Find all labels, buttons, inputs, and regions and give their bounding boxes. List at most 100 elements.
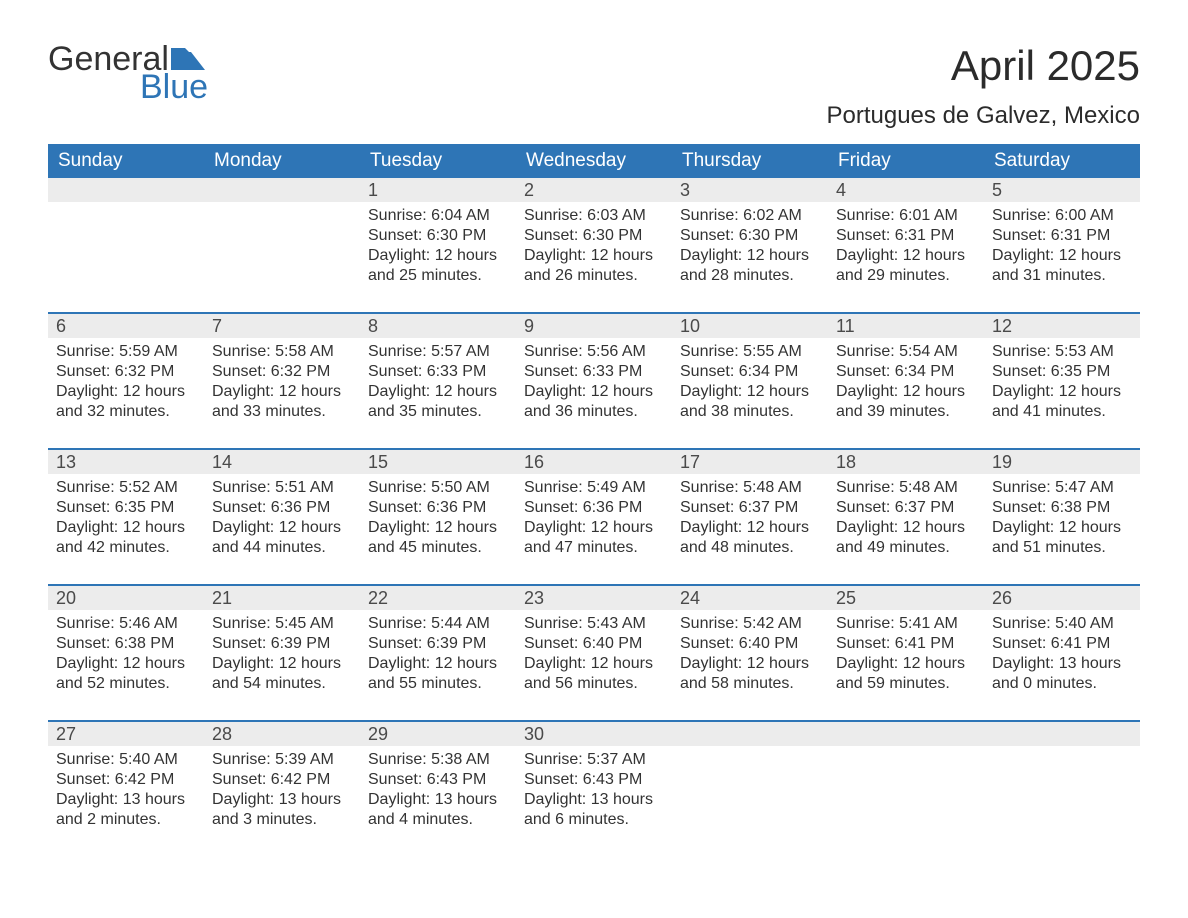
sunset-line: Sunset: 6:37 PM [836,498,976,518]
calendar-day: 2Sunrise: 6:03 AMSunset: 6:30 PMDaylight… [516,178,672,296]
day-details: Sunrise: 5:40 AMSunset: 6:41 PMDaylight:… [984,610,1140,698]
calendar-day: 19Sunrise: 5:47 AMSunset: 6:38 PMDayligh… [984,450,1140,568]
day-number: 19 [984,450,1140,474]
daylight-line: Daylight: 12 hours and 54 minutes. [212,654,352,694]
sunrise-line: Sunrise: 6:03 AM [524,206,664,226]
header: General Blue April 2025 Portugues de Gal… [48,42,1140,130]
sunset-line: Sunset: 6:40 PM [680,634,820,654]
daylight-line: Daylight: 13 hours and 6 minutes. [524,790,664,830]
calendar-day: 26Sunrise: 5:40 AMSunset: 6:41 PMDayligh… [984,586,1140,704]
weekday-header: Wednesday [516,144,672,178]
day-number: 21 [204,586,360,610]
day-details: Sunrise: 5:50 AMSunset: 6:36 PMDaylight:… [360,474,516,562]
calendar-day: 20Sunrise: 5:46 AMSunset: 6:38 PMDayligh… [48,586,204,704]
sunrise-line: Sunrise: 6:00 AM [992,206,1132,226]
day-details: Sunrise: 5:38 AMSunset: 6:43 PMDaylight:… [360,746,516,834]
sunrise-line: Sunrise: 5:57 AM [368,342,508,362]
sunset-line: Sunset: 6:31 PM [992,226,1132,246]
day-details: Sunrise: 5:37 AMSunset: 6:43 PMDaylight:… [516,746,672,834]
day-details: Sunrise: 5:57 AMSunset: 6:33 PMDaylight:… [360,338,516,426]
sunset-line: Sunset: 6:32 PM [212,362,352,382]
day-details: Sunrise: 5:55 AMSunset: 6:34 PMDaylight:… [672,338,828,426]
sunrise-line: Sunrise: 5:59 AM [56,342,196,362]
day-number: 30 [516,722,672,746]
location-label: Portugues de Galvez, Mexico [827,102,1141,130]
daylight-line: Daylight: 13 hours and 2 minutes. [56,790,196,830]
day-number: 25 [828,586,984,610]
day-number: 27 [48,722,204,746]
day-number: 6 [48,314,204,338]
calendar-week: 13Sunrise: 5:52 AMSunset: 6:35 PMDayligh… [48,448,1140,568]
day-number: 12 [984,314,1140,338]
calendar-day: 5Sunrise: 6:00 AMSunset: 6:31 PMDaylight… [984,178,1140,296]
day-details: Sunrise: 5:46 AMSunset: 6:38 PMDaylight:… [48,610,204,698]
day-number: 5 [984,178,1140,202]
daylight-line: Daylight: 12 hours and 58 minutes. [680,654,820,694]
daylight-line: Daylight: 12 hours and 35 minutes. [368,382,508,422]
calendar-day: 28Sunrise: 5:39 AMSunset: 6:42 PMDayligh… [204,722,360,840]
daylight-line: Daylight: 12 hours and 39 minutes. [836,382,976,422]
sunrise-line: Sunrise: 5:47 AM [992,478,1132,498]
sunrise-line: Sunrise: 5:37 AM [524,750,664,770]
day-number: 22 [360,586,516,610]
sunrise-line: Sunrise: 5:40 AM [56,750,196,770]
calendar-day: 22Sunrise: 5:44 AMSunset: 6:39 PMDayligh… [360,586,516,704]
day-details: Sunrise: 6:02 AMSunset: 6:30 PMDaylight:… [672,202,828,290]
calendar-day: 23Sunrise: 5:43 AMSunset: 6:40 PMDayligh… [516,586,672,704]
daylight-line: Daylight: 12 hours and 44 minutes. [212,518,352,558]
sunrise-line: Sunrise: 5:53 AM [992,342,1132,362]
sunrise-line: Sunrise: 5:45 AM [212,614,352,634]
sunrise-line: Sunrise: 6:01 AM [836,206,976,226]
daylight-line: Daylight: 13 hours and 0 minutes. [992,654,1132,694]
sunset-line: Sunset: 6:32 PM [56,362,196,382]
weekday-header: Sunday [48,144,204,178]
calendar-day: 3Sunrise: 6:02 AMSunset: 6:30 PMDaylight… [672,178,828,296]
calendar-day: 17Sunrise: 5:48 AMSunset: 6:37 PMDayligh… [672,450,828,568]
day-number: 1 [360,178,516,202]
calendar-day: 29Sunrise: 5:38 AMSunset: 6:43 PMDayligh… [360,722,516,840]
calendar-day: 7Sunrise: 5:58 AMSunset: 6:32 PMDaylight… [204,314,360,432]
day-details: Sunrise: 5:43 AMSunset: 6:40 PMDaylight:… [516,610,672,698]
sunset-line: Sunset: 6:42 PM [212,770,352,790]
sunset-line: Sunset: 6:38 PM [992,498,1132,518]
day-number: 26 [984,586,1140,610]
calendar-day: 30Sunrise: 5:37 AMSunset: 6:43 PMDayligh… [516,722,672,840]
sunrise-line: Sunrise: 6:02 AM [680,206,820,226]
daylight-line: Daylight: 12 hours and 41 minutes. [992,382,1132,422]
sunset-line: Sunset: 6:30 PM [524,226,664,246]
sunrise-line: Sunrise: 5:43 AM [524,614,664,634]
calendar-day: 15Sunrise: 5:50 AMSunset: 6:36 PMDayligh… [360,450,516,568]
day-number [828,722,984,746]
day-number: 2 [516,178,672,202]
calendar-day: 12Sunrise: 5:53 AMSunset: 6:35 PMDayligh… [984,314,1140,432]
sunset-line: Sunset: 6:41 PM [992,634,1132,654]
sunrise-line: Sunrise: 5:58 AM [212,342,352,362]
daylight-line: Daylight: 12 hours and 51 minutes. [992,518,1132,558]
day-details: Sunrise: 5:54 AMSunset: 6:34 PMDaylight:… [828,338,984,426]
sunset-line: Sunset: 6:33 PM [524,362,664,382]
daylight-line: Daylight: 12 hours and 36 minutes. [524,382,664,422]
day-number: 7 [204,314,360,338]
sunset-line: Sunset: 6:35 PM [992,362,1132,382]
day-number: 24 [672,586,828,610]
sunrise-line: Sunrise: 5:42 AM [680,614,820,634]
day-number: 8 [360,314,516,338]
day-number: 13 [48,450,204,474]
daylight-line: Daylight: 12 hours and 29 minutes. [836,246,976,286]
day-number: 10 [672,314,828,338]
weekday-header-row: Sunday Monday Tuesday Wednesday Thursday… [48,144,1140,178]
day-details [984,746,1140,754]
sunrise-line: Sunrise: 5:55 AM [680,342,820,362]
day-details: Sunrise: 5:44 AMSunset: 6:39 PMDaylight:… [360,610,516,698]
month-title: April 2025 [827,42,1141,90]
sunrise-line: Sunrise: 5:51 AM [212,478,352,498]
day-details: Sunrise: 5:53 AMSunset: 6:35 PMDaylight:… [984,338,1140,426]
sunrise-line: Sunrise: 5:48 AM [680,478,820,498]
day-details [48,202,204,210]
day-number: 28 [204,722,360,746]
daylight-line: Daylight: 12 hours and 55 minutes. [368,654,508,694]
sunset-line: Sunset: 6:39 PM [212,634,352,654]
sunset-line: Sunset: 6:34 PM [680,362,820,382]
day-details: Sunrise: 5:47 AMSunset: 6:38 PMDaylight:… [984,474,1140,562]
day-details [672,746,828,754]
